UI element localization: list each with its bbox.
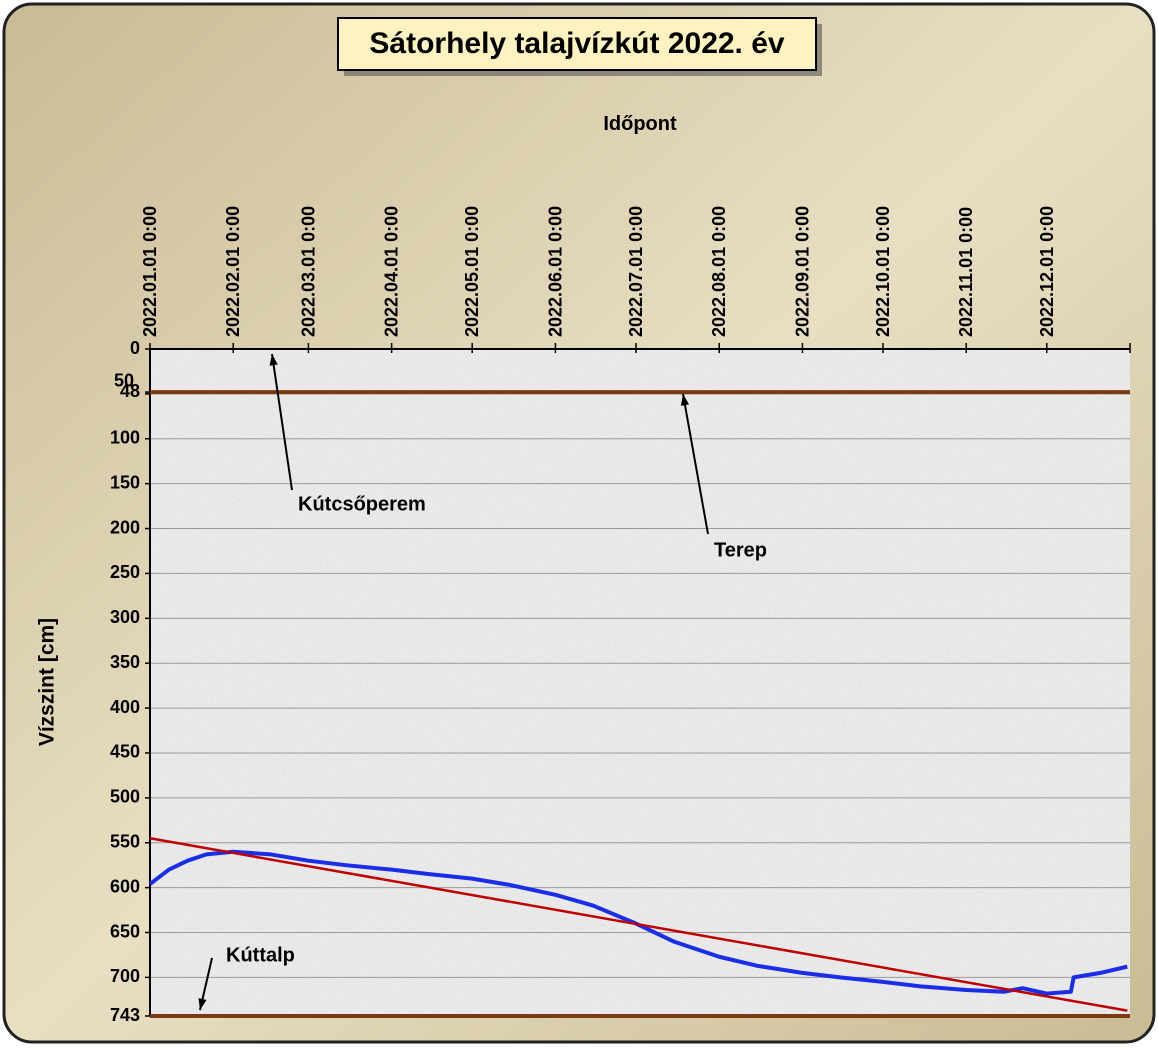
series-line bbox=[148, 849, 1128, 996]
series-line bbox=[149, 837, 1128, 1012]
y-tick-label: 250 bbox=[110, 562, 140, 582]
annotation-arrow bbox=[682, 393, 709, 535]
y-tick-label: 300 bbox=[110, 607, 140, 627]
y-tick-label: 150 bbox=[110, 472, 140, 492]
y-tick-label: 200 bbox=[110, 517, 140, 537]
x-tick-label: 2022.11.01 0:00 bbox=[956, 207, 976, 337]
x-tick-label: 2022.03.01 0:00 bbox=[298, 206, 318, 337]
annotation: Kútcsőperem bbox=[298, 493, 426, 515]
arrow-head bbox=[198, 998, 207, 1010]
y-tick-label: 48 bbox=[120, 381, 140, 401]
arrow-head bbox=[680, 394, 690, 406]
y-tick-label: 100 bbox=[110, 428, 140, 448]
y-tick-label: 600 bbox=[110, 876, 140, 896]
y-axis-title: Vízszint [cm] bbox=[36, 618, 59, 746]
chart-title: Sátorhely talajvízkút 2022. év bbox=[369, 27, 785, 60]
x-tick-label: 2022.01.01 0:00 bbox=[140, 206, 160, 337]
y-tick-label: 350 bbox=[110, 652, 140, 672]
x-tick-label: 2022.12.01 0:00 bbox=[1037, 206, 1057, 337]
y-tick-label: 450 bbox=[110, 742, 140, 762]
y-tick-label: 650 bbox=[110, 921, 140, 941]
x-tick-label: 2022.02.01 0:00 bbox=[223, 206, 243, 337]
y-tick-label: 0 bbox=[130, 338, 140, 358]
plot-texture bbox=[150, 349, 1130, 1016]
title-box bbox=[337, 17, 817, 71]
x-axis-title: Időpont bbox=[603, 113, 677, 135]
x-tick-label: 2022.09.01 0:00 bbox=[792, 206, 812, 337]
arrow-head bbox=[269, 354, 278, 366]
x-tick-label: 2022.06.01 0:00 bbox=[545, 206, 565, 337]
annotation-arrow bbox=[271, 353, 293, 491]
y-tick-label: 743 bbox=[110, 1005, 140, 1025]
x-tick-label: 2022.10.01 0:00 bbox=[873, 206, 893, 337]
y-tick-label: 500 bbox=[110, 787, 140, 807]
y-tick-label: 50 bbox=[114, 371, 134, 391]
x-tick-label: 2022.05.01 0:00 bbox=[462, 206, 482, 337]
y-tick-label: 700 bbox=[110, 966, 140, 986]
y-tick-label: 400 bbox=[110, 697, 140, 717]
annotation: Kúttalp bbox=[226, 944, 295, 966]
y-tick-label: 550 bbox=[110, 831, 140, 851]
annotation: Terep bbox=[714, 539, 767, 561]
x-tick-label: 2022.04.01 0:00 bbox=[382, 206, 402, 337]
x-tick-label: 2022.07.01 0:00 bbox=[626, 206, 646, 337]
x-tick-label: 2022.08.01 0:00 bbox=[709, 206, 729, 337]
